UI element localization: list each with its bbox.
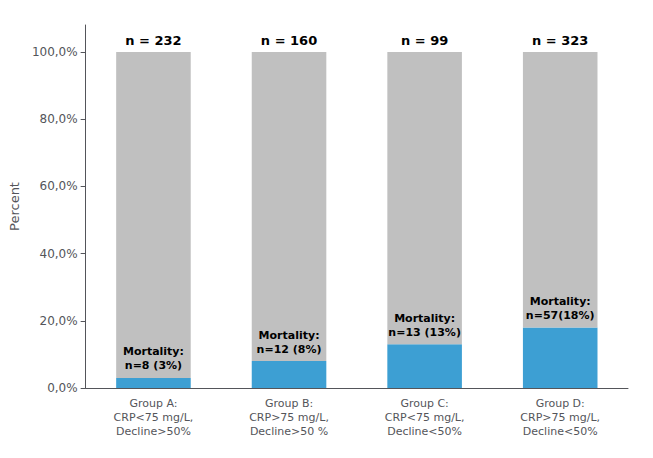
svg-text:Mortality:: Mortality:: [123, 345, 184, 358]
svg-text:Mortality:: Mortality:: [394, 312, 455, 325]
svg-text:40,0%: 40,0%: [40, 247, 78, 261]
svg-text:CRP>75 mg/L,: CRP>75 mg/L,: [520, 411, 600, 424]
svg-text:n = 232: n = 232: [125, 33, 181, 48]
svg-text:Mortality:: Mortality:: [259, 329, 320, 342]
svg-text:n = 99: n = 99: [401, 33, 448, 48]
svg-text:CRP>75 mg/L,: CRP>75 mg/L,: [249, 411, 329, 424]
svg-text:n=57(18%): n=57(18%): [526, 309, 595, 322]
svg-text:Group B:: Group B:: [265, 397, 313, 410]
svg-text:Decline<50%: Decline<50%: [387, 425, 462, 438]
svg-text:0,0%: 0,0%: [47, 381, 78, 395]
svg-text:60,0%: 60,0%: [40, 179, 78, 193]
svg-text:n = 160: n = 160: [261, 33, 317, 48]
svg-text:CRP<75 mg/L,: CRP<75 mg/L,: [114, 411, 194, 424]
svg-text:Group D:: Group D:: [536, 397, 585, 410]
svg-text:Percent: Percent: [7, 182, 22, 231]
svg-text:Decline<50%: Decline<50%: [523, 425, 598, 438]
svg-text:n=13 (13%): n=13 (13%): [388, 326, 461, 339]
svg-text:Group C:: Group C:: [400, 397, 448, 410]
svg-text:n = 323: n = 323: [532, 33, 588, 48]
svg-text:100,0%: 100,0%: [32, 45, 78, 59]
svg-text:Group A:: Group A:: [129, 397, 177, 410]
svg-text:20,0%: 20,0%: [40, 314, 78, 328]
svg-text:Mortality:: Mortality:: [530, 295, 591, 308]
svg-text:80,0%: 80,0%: [40, 112, 78, 126]
svg-text:n=12 (8%): n=12 (8%): [257, 343, 322, 356]
svg-text:Decline>50 %: Decline>50 %: [250, 425, 328, 438]
svg-text:CRP<75 mg/L,: CRP<75 mg/L,: [385, 411, 465, 424]
svg-text:n=8 (3%): n=8 (3%): [125, 359, 182, 372]
svg-text:Decline>50%: Decline>50%: [116, 425, 191, 438]
